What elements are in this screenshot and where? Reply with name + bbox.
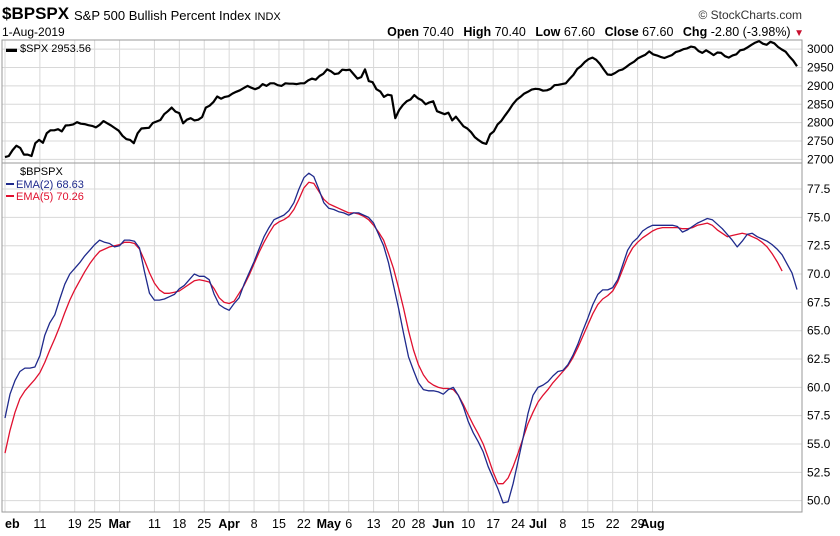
x-tick-label: 13 (367, 517, 381, 531)
close-label: Close (604, 25, 639, 39)
ema5-line-legend: EMA(5) 70.26 (16, 191, 84, 203)
source-credit[interactable]: © StockCharts.com (698, 8, 802, 22)
y-tick-label: 3000 (807, 42, 834, 56)
ema5-line (4, 181, 783, 485)
x-tick-label: 10 (461, 517, 475, 531)
x-tick-label: Mar (108, 517, 130, 531)
y-tick-label: 57.5 (807, 409, 831, 423)
x-tick-label: 15 (272, 517, 286, 531)
x-tick-label: Jul (529, 517, 547, 531)
open-value: 70.40 (422, 25, 454, 39)
y-tick-label: 52.5 (807, 465, 831, 479)
spx-legend: ▬ $SPX 2953.56 (6, 43, 91, 55)
ema2-line-legend: EMA(2) 68.63 (16, 179, 84, 191)
panel-border (1, 162, 803, 513)
y-tick-label: 65.0 (807, 324, 831, 338)
x-tick-label: 11 (33, 517, 46, 531)
y-tick-label: 2750 (807, 134, 834, 148)
x-tick-label: 8 (251, 517, 258, 531)
ema2-line (4, 172, 798, 504)
low-label: Low (535, 25, 561, 39)
x-tick-label: 8 (559, 517, 566, 531)
x-tick-label: 28 (411, 517, 425, 531)
down-arrow-icon: ▼ (794, 28, 804, 39)
spx-price-line (4, 39, 798, 159)
spx-panel: 2700 2750 2800 2850 2900 2950 3000 ▬ $SPX 2953.… (1, 39, 834, 166)
x-tick-label: 22 (606, 517, 620, 531)
exchange-label: INDX (254, 11, 281, 23)
index-name: S&P 500 Bullish Percent Index INDX (74, 8, 281, 23)
symbol-label: $BPSPX (2, 4, 70, 23)
x-tick-label: Apr (218, 517, 240, 531)
x-tick-label: 22 (297, 517, 311, 531)
y-tick-label: 55.0 (807, 437, 831, 451)
y-tick-label: 2800 (807, 116, 834, 130)
low-value: 67.60 (563, 25, 596, 39)
x-tick-label: eb (5, 517, 20, 531)
y-tick-label: 70.0 (807, 267, 831, 281)
y-tick-label: 2850 (807, 97, 834, 111)
bpspx-panel: 50.0 52.5 55.0 57.5 60.0 62.5 65.0 67.5 70.0 72.5… (1, 162, 831, 513)
x-tick-label: 17 (486, 517, 500, 531)
y-tick-label: 50.0 (807, 494, 831, 508)
y-tick-label: 67.5 (807, 295, 831, 309)
y-tick-label: 2900 (807, 79, 834, 93)
x-tick-label: 18 (172, 517, 186, 531)
x-tick-label: 20 (392, 517, 406, 531)
quote-bar: Open 70.40 High 70.40 Low 67.60 Close 67… (387, 25, 804, 39)
x-tick-label: 19 (68, 517, 82, 531)
y-tick-label: 2950 (807, 61, 834, 75)
high-label: High (463, 25, 492, 39)
panel-border (1, 39, 803, 164)
y-tick-label: 60.0 (807, 380, 831, 394)
x-tick-label: May (317, 517, 341, 531)
x-tick-label: 11 (148, 517, 161, 531)
x-tick-label: 6 (345, 517, 352, 531)
x-tick-label: 25 (88, 517, 102, 531)
y-tick-label: 72.5 (807, 239, 831, 253)
y-tick-label: 62.5 (807, 352, 831, 366)
x-tick-label: 25 (197, 517, 211, 531)
x-tick-label: 24 (511, 517, 525, 531)
date-label: 1-Aug-2019 (2, 25, 65, 39)
x-tick-label: 15 (581, 517, 595, 531)
x-axis: eb 11 19 25 Mar 11 18 25 Apr 8 15 22 May 6 13 20 28 Jun 10… (5, 517, 665, 531)
y-tick-label: 75.0 (807, 210, 831, 224)
x-tick-label: Jun (432, 517, 454, 531)
chg-label: Chg (682, 25, 708, 39)
bpspx-panel-title: $BPSPX (20, 166, 63, 178)
open-label: Open (387, 25, 420, 39)
x-tick-label: Aug (640, 517, 664, 531)
chart-header: $BPSPX S&P 500 Bullish Percent Index IND… (0, 0, 840, 40)
index-title: S&P 500 Bullish Percent Index (74, 8, 251, 23)
y-tick-label: 77.5 (807, 182, 831, 196)
x-tick-label: 29 (631, 517, 645, 531)
high-value: 70.40 (494, 25, 526, 39)
close-value: 67.60 (642, 25, 674, 39)
chg-value: -2.80 (-3.98%) (710, 25, 791, 39)
y-tick-label: 2700 (807, 152, 834, 166)
